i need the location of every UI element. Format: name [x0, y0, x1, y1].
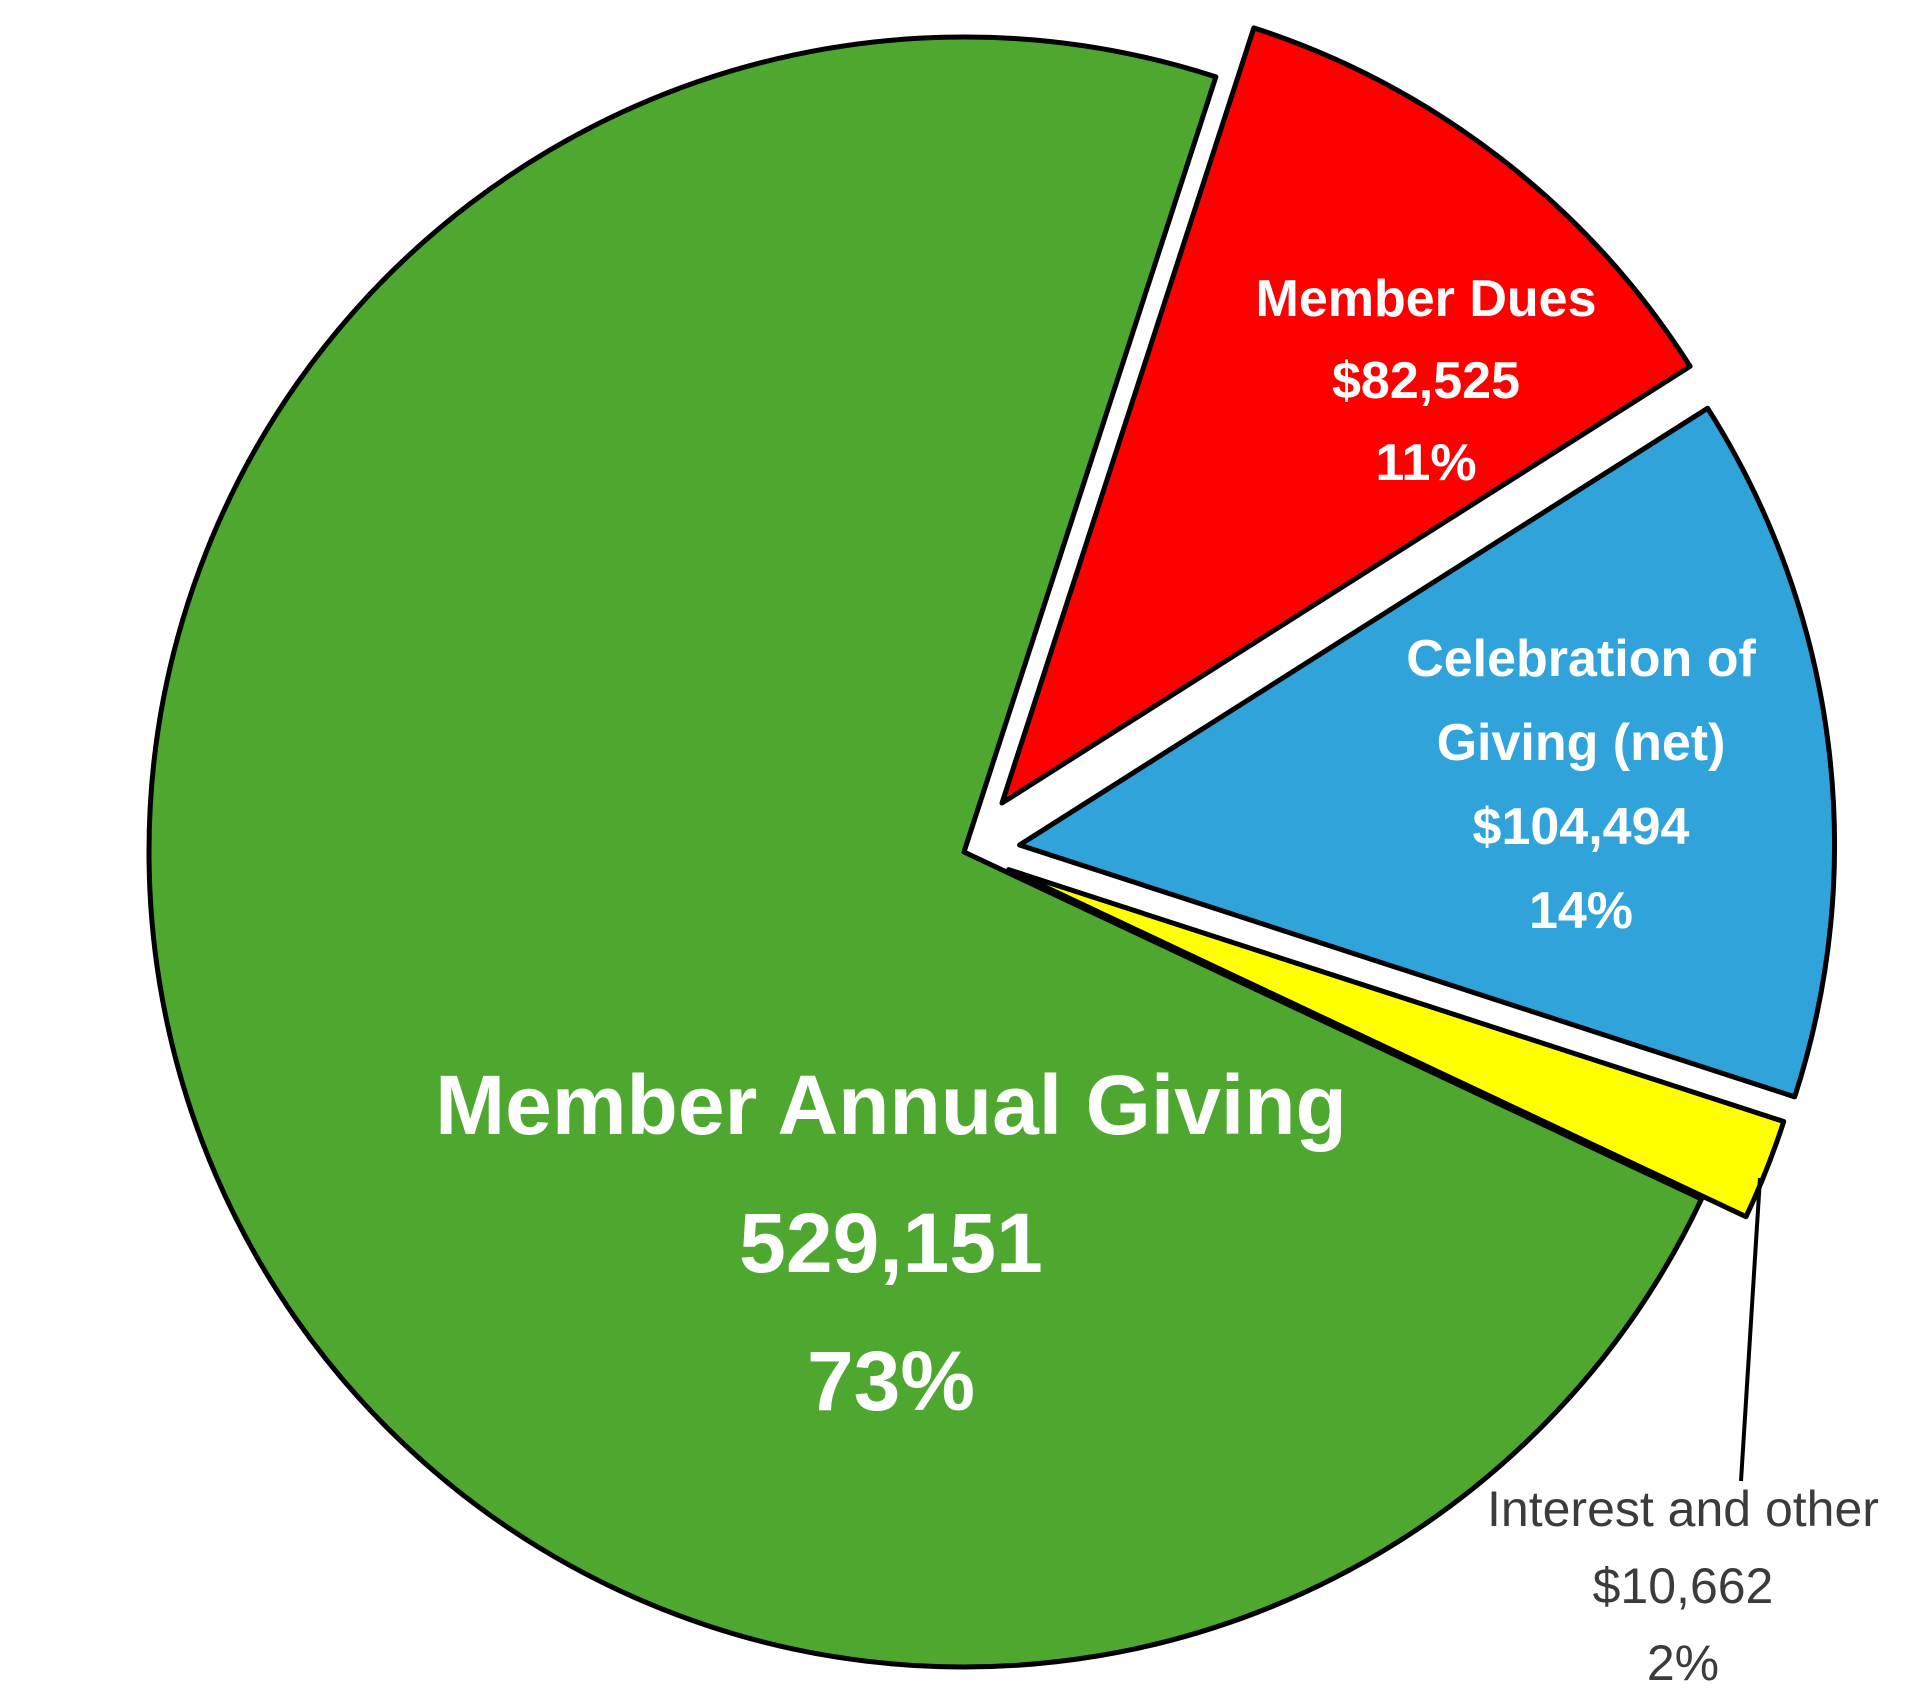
leader-line-interest-and-other: [1739, 1177, 1762, 1482]
slice-label-line-member-dues-1: $82,525: [1332, 352, 1520, 410]
slice-label-line-member-annual-giving-2: 73%: [807, 1334, 975, 1428]
slice-label-celebration-of-giving-net: Celebration of Giving (net) $104,494 14%: [1406, 630, 1756, 940]
slice-label-line-interest-and-other-2: 2%: [1647, 1635, 1719, 1691]
pie-labels: Member Dues $82,525 11% Celebration of Givin…: [435, 270, 1879, 1691]
slice-label-line-celebration-of-giving-net-3: 14%: [1529, 882, 1633, 940]
slice-label-line-interest-and-other-1: $10,662: [1593, 1558, 1774, 1614]
slice-label-line-member-annual-giving-0: Member Annual Giving: [435, 1058, 1347, 1152]
pie-slice-member-dues: [999, 25, 1693, 806]
slice-label-member-annual-giving: Member Annual Giving 529,151 73%: [435, 1058, 1347, 1428]
slice-label-line-member-dues-0: Member Dues: [1256, 270, 1597, 328]
slice-label-line-celebration-of-giving-net-1: Giving (net): [1437, 714, 1726, 772]
pie-slices: [146, 25, 1838, 1670]
slice-label-line-celebration-of-giving-net-0: Celebration of: [1406, 630, 1756, 688]
slice-label-line-celebration-of-giving-net-2: $104,494: [1473, 798, 1690, 856]
slice-label-line-interest-and-other-0: Interest and other: [1487, 1481, 1879, 1537]
pie-slice-member-annual-giving: [146, 34, 1704, 1670]
pie-slice-celebration-of-giving-net: [1017, 405, 1838, 1100]
slice-label-line-member-annual-giving-1: 529,151: [739, 1196, 1043, 1290]
slice-label-line-member-dues-2: 11%: [1375, 434, 1476, 492]
slice-label-interest-and-other: Interest and other $10,662 2%: [1487, 1481, 1879, 1691]
pie-slice-interest-and-other: [1006, 867, 1787, 1220]
slice-label-member-dues: Member Dues $82,525 11%: [1256, 270, 1597, 492]
